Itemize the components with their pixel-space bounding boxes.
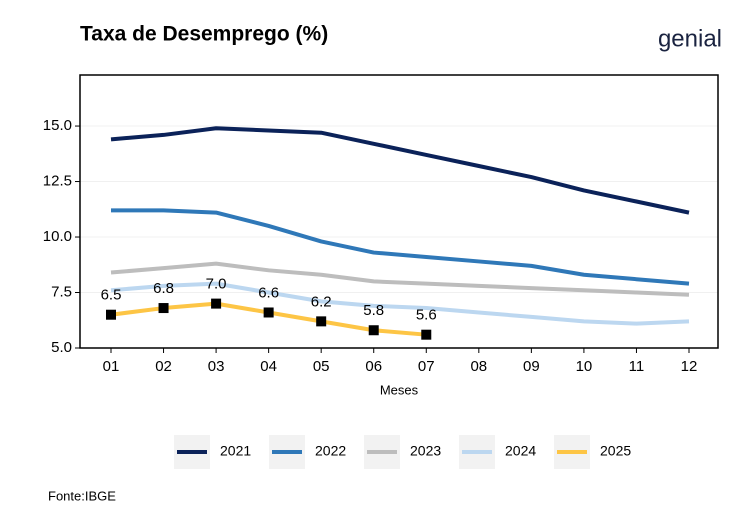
x-tick-label: 07 <box>418 358 435 375</box>
marker <box>368 325 379 336</box>
marker <box>211 298 222 309</box>
legend-label: 2025 <box>600 443 631 459</box>
x-tick-label: 09 <box>523 358 540 375</box>
x-tick-label: 04 <box>260 358 277 375</box>
legend-label: 2024 <box>505 443 536 459</box>
data-label: 7.0 <box>206 276 227 293</box>
data-label: 6.6 <box>258 284 279 301</box>
x-tick-label: 12 <box>681 358 698 375</box>
marker <box>158 303 169 314</box>
y-tick-label: 10.0 <box>43 228 72 245</box>
data-label: 6.2 <box>311 293 332 310</box>
data-label: 5.8 <box>363 302 384 319</box>
x-tick-label: 05 <box>313 358 330 375</box>
marker <box>106 309 116 320</box>
marker <box>263 307 274 318</box>
x-tick-label: 08 <box>470 358 487 375</box>
legend-label: 2023 <box>410 443 441 459</box>
plot-frame <box>79 74 719 349</box>
line <box>111 208 690 286</box>
data-label: 6.8 <box>153 280 174 297</box>
y-tick-label: 15.0 <box>43 117 72 134</box>
y-tick-label: 12.5 <box>43 173 72 190</box>
legend-label: 2022 <box>315 443 346 459</box>
line <box>110 261 690 297</box>
marker <box>421 329 432 340</box>
data-label: 5.6 <box>416 307 437 324</box>
chart-title: Taxa de Desemprego (%) <box>80 23 328 46</box>
line <box>110 126 690 215</box>
logo: genial <box>658 25 722 52</box>
x-tick-label: 06 <box>365 358 382 375</box>
marker <box>316 316 327 327</box>
x-tick-label: 03 <box>208 358 225 375</box>
legend-label: 2021 <box>220 443 251 459</box>
source: Fonte:IBGE <box>48 488 116 503</box>
x-tick-label: 11 <box>629 358 645 375</box>
y-tick-label: 5.0 <box>51 339 72 356</box>
x-tick-label: 10 <box>576 358 593 375</box>
y-tick-label: 7.5 <box>51 283 72 300</box>
line <box>110 281 690 326</box>
x-tick-label: 02 <box>155 358 172 375</box>
x-axis-label: Meses <box>380 382 419 397</box>
x-tick-label: 01 <box>103 358 120 375</box>
data-label: 6.5 <box>101 287 122 304</box>
